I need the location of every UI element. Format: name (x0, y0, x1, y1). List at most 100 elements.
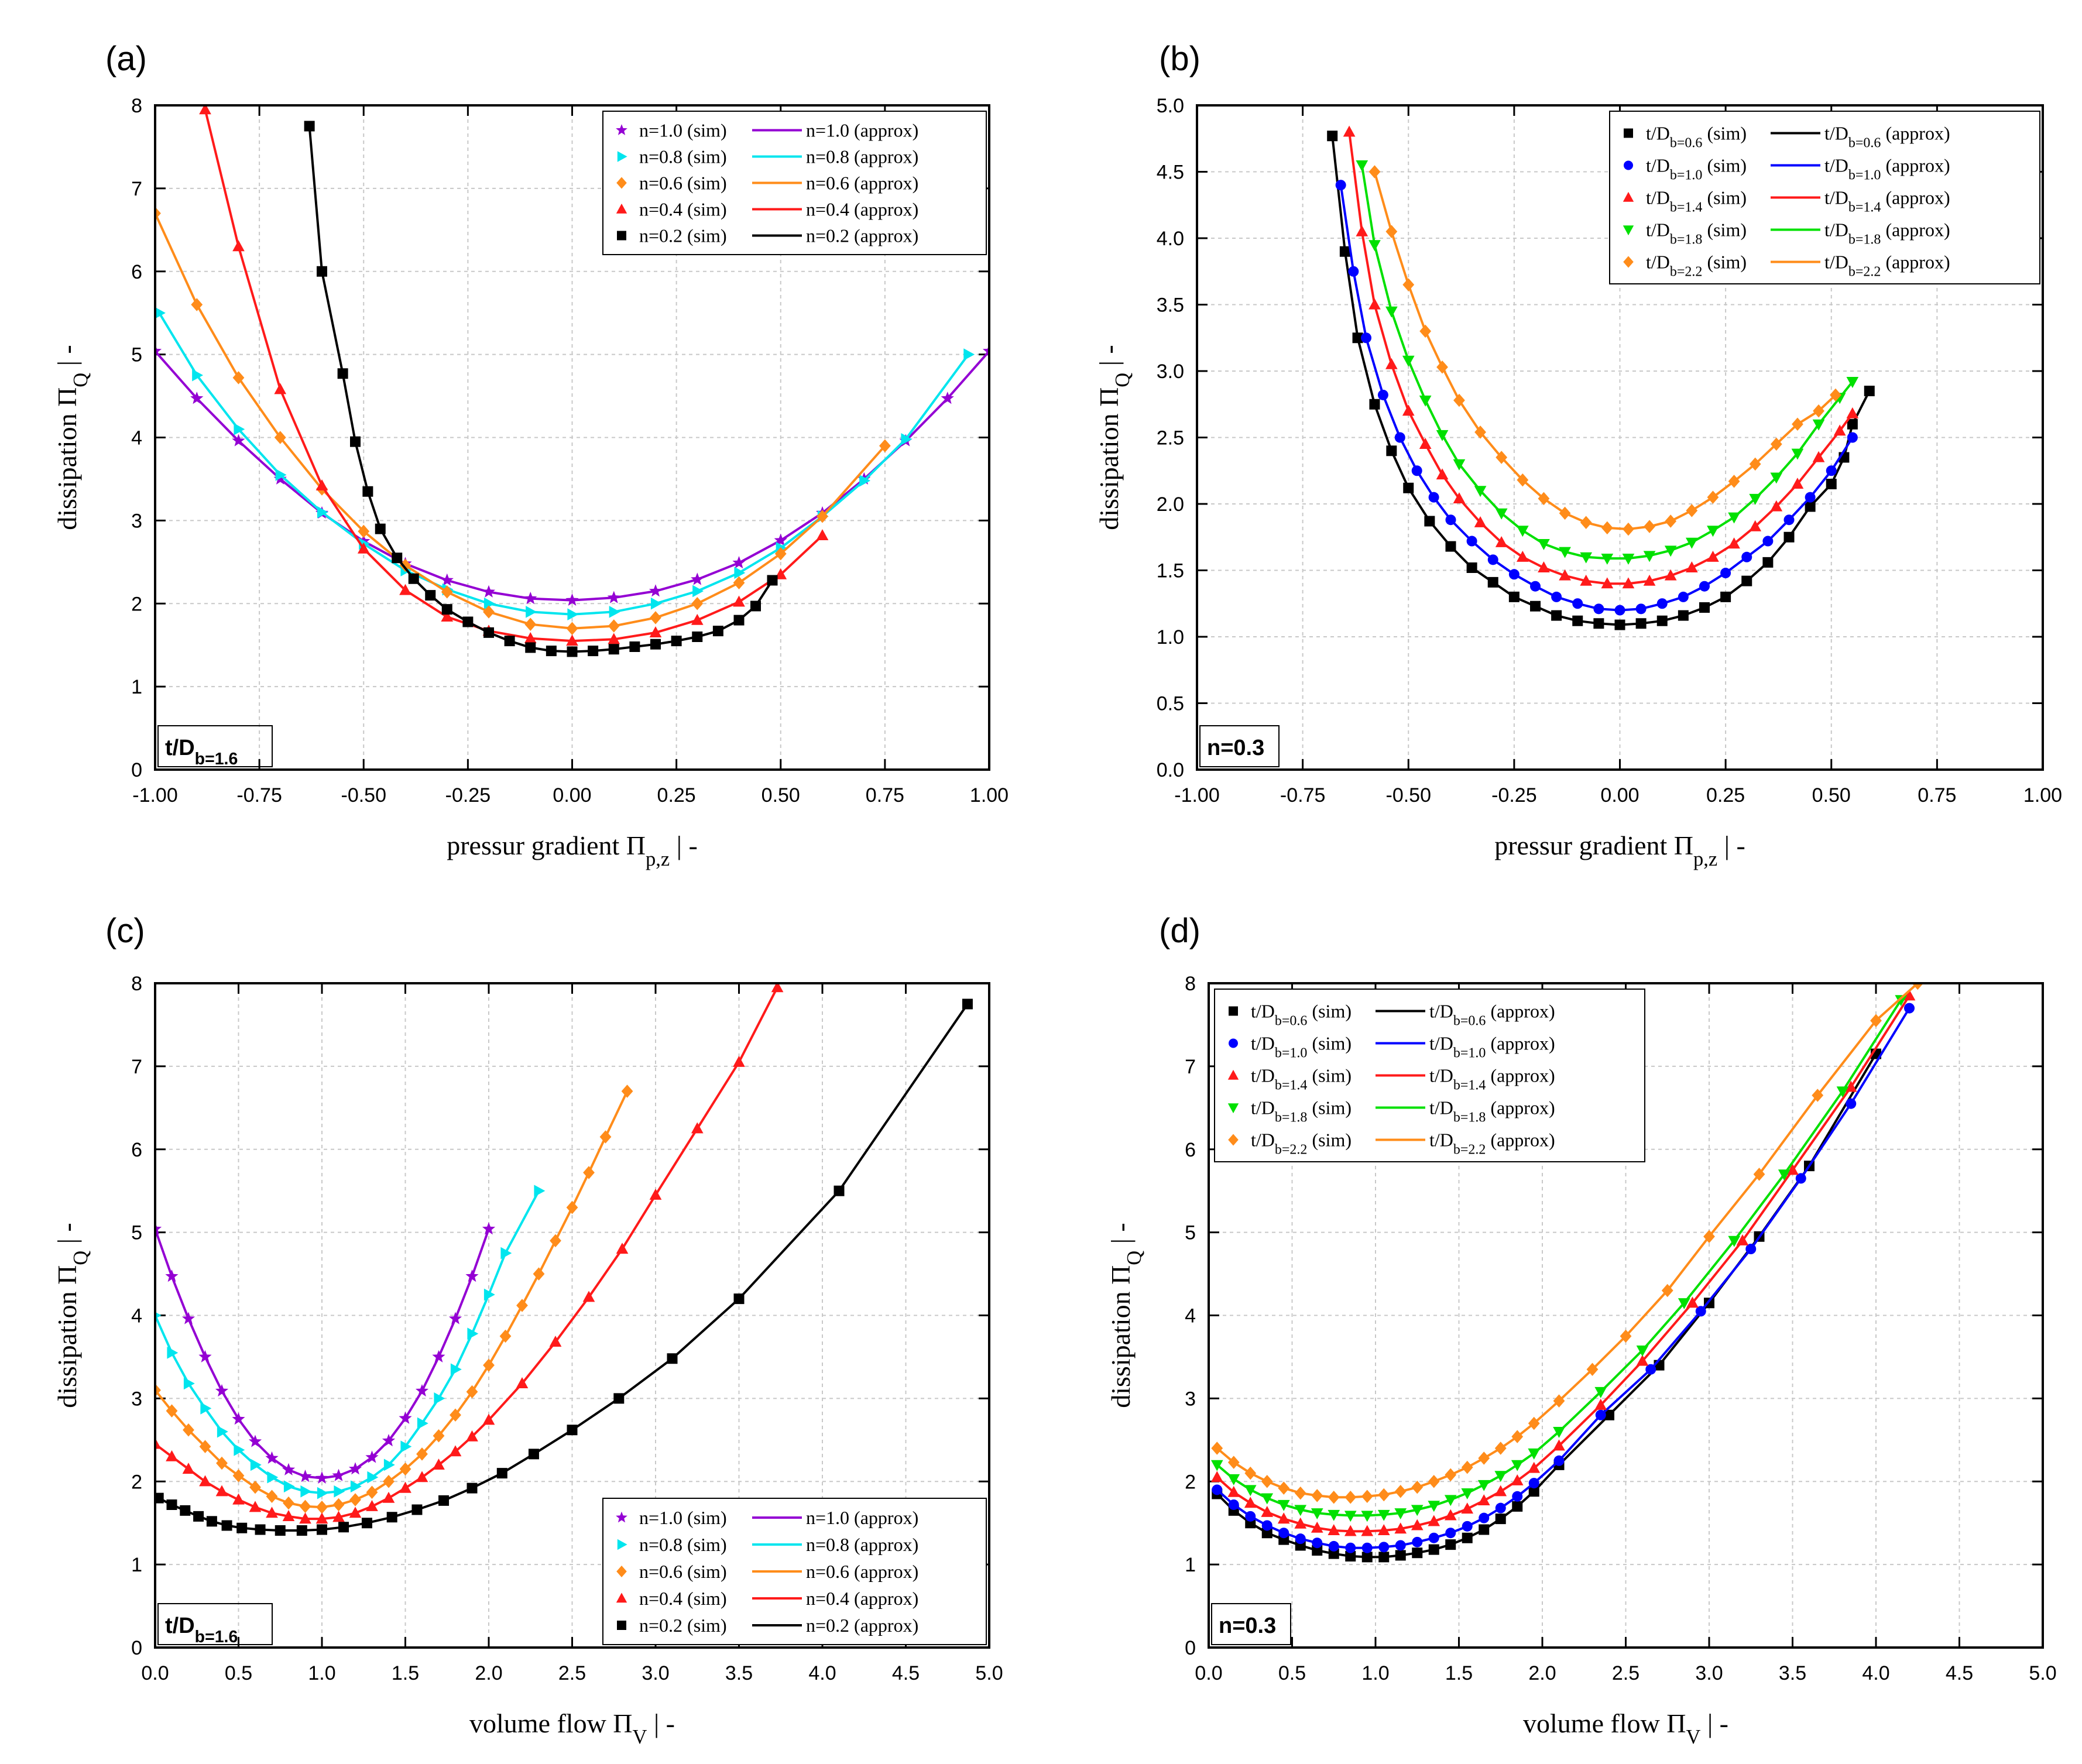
data-point (332, 1498, 345, 1512)
legend-approx-label: n=0.8 (approx) (806, 1534, 918, 1555)
y-tick-label: 0 (131, 759, 142, 781)
data-point (1528, 1416, 1540, 1430)
data-point (433, 1458, 445, 1470)
data-point (1695, 1306, 1706, 1317)
data-point (1294, 1486, 1306, 1500)
data-point (1361, 332, 1371, 344)
data-point (348, 1462, 362, 1475)
y-tick-label: 3 (1185, 1388, 1196, 1410)
data-point (1343, 125, 1356, 137)
data-point (1601, 553, 1614, 565)
series-line-3 (1216, 999, 1902, 1517)
data-point (1661, 1283, 1673, 1298)
data-point (982, 344, 989, 357)
svg-text:n=0.3: n=0.3 (1207, 736, 1264, 760)
data-point (1368, 165, 1381, 179)
data-point (1528, 1448, 1541, 1460)
data-point (526, 606, 537, 618)
data-point (317, 506, 328, 519)
data-point (1466, 562, 1477, 573)
data-point (466, 1385, 478, 1399)
data-point (192, 369, 204, 382)
data-point (1511, 1460, 1524, 1471)
legend-approx-label: t/Db=1.4 (approx) (1824, 187, 1950, 215)
data-point (1580, 574, 1593, 586)
data-point (441, 610, 454, 622)
data-point (1428, 1544, 1439, 1555)
data-point (400, 1440, 412, 1453)
data-point (181, 1312, 195, 1324)
legend-sim-label: t/Db=2.2 (sim) (1251, 1130, 1352, 1158)
data-point (1244, 1466, 1257, 1480)
data-point (182, 1463, 195, 1474)
data-point (392, 552, 403, 564)
legend-marker (1623, 225, 1634, 236)
data-point (1593, 603, 1604, 615)
data-point (1728, 537, 1740, 549)
inset-label: t/Db=1.6 (157, 1603, 273, 1646)
data-point (1428, 1515, 1440, 1526)
data-point (1461, 1488, 1474, 1499)
legend-sim-label: n=0.4 (sim) (639, 1588, 727, 1609)
data-point (1736, 1234, 1749, 1245)
data-point (525, 642, 536, 653)
y-tick-label: 4.5 (1157, 162, 1184, 184)
data-point (155, 207, 161, 220)
y-tick-label: 5.0 (1157, 95, 1184, 117)
data-point (334, 1485, 345, 1498)
data-point (1538, 539, 1550, 550)
legend-sim-label: t/Db=1.8 (sim) (1251, 1097, 1352, 1125)
legend-sim-label: n=1.0 (sim) (639, 120, 727, 141)
data-point (1311, 1521, 1323, 1533)
data-point (504, 636, 515, 647)
data-point (1517, 473, 1529, 487)
data-point (316, 1500, 328, 1514)
data-point (608, 619, 620, 633)
data-point (1377, 389, 1388, 400)
data-point (1295, 1533, 1306, 1545)
data-point (1477, 1480, 1490, 1491)
data-point (283, 1480, 295, 1493)
y-tick-label: 7 (131, 178, 142, 200)
data-point (1511, 1430, 1524, 1443)
legend-marker (1227, 1069, 1239, 1080)
data-point (1479, 1524, 1490, 1535)
inset-box (157, 725, 273, 767)
legend-approx-label: n=0.4 (approx) (806, 199, 918, 220)
x-tick-label: 0.5 (1278, 1662, 1306, 1684)
data-point (317, 1524, 327, 1535)
data-point (1559, 506, 1571, 520)
y-tick-label: 3.0 (1157, 361, 1184, 383)
legend-approx-label: t/Db=1.0 (approx) (1429, 1033, 1555, 1061)
data-point (236, 1522, 248, 1533)
data-point (650, 597, 662, 610)
data-point (567, 646, 578, 657)
data-point (465, 1269, 479, 1282)
data-point (1678, 610, 1689, 621)
x-tick-label: 0.50 (1812, 784, 1851, 807)
data-point (408, 573, 419, 584)
data-point (1559, 547, 1571, 558)
legend-marker (1229, 1006, 1238, 1016)
data-point (1643, 574, 1656, 586)
y-axis-label: dissipation ΠQ | - (1094, 345, 1134, 530)
data-point (1335, 180, 1346, 191)
data-point (232, 371, 245, 385)
data-point (692, 585, 704, 598)
legend-box (1214, 989, 1645, 1162)
data-point (1495, 536, 1508, 547)
data-point (1311, 1508, 1323, 1519)
data-point (733, 1055, 745, 1067)
data-point (1261, 1505, 1274, 1517)
data-point (183, 1377, 195, 1390)
data-point (816, 529, 829, 541)
data-point (1664, 545, 1677, 557)
data-point (1361, 1490, 1373, 1504)
series-group (155, 105, 989, 657)
data-point (1436, 430, 1449, 441)
series-group (1210, 983, 1924, 1563)
legend-approx-label: n=0.2 (approx) (806, 225, 918, 246)
data-point (566, 622, 578, 636)
x-axis-label: pressur gradient Πp,z | - (1494, 830, 1745, 870)
